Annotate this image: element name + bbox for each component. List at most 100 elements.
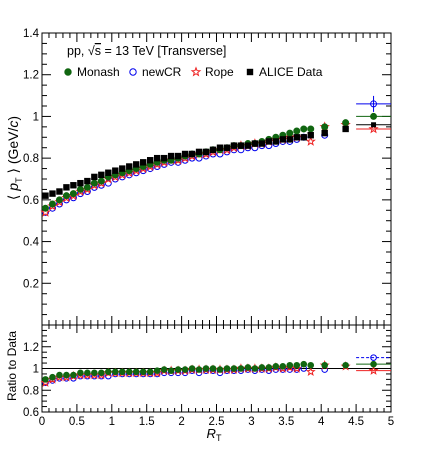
ratio-y-tick-label: 1: [33, 364, 39, 376]
main-x-ticks: [41, 33, 392, 325]
data-point: [140, 159, 147, 166]
ratio-data-point: [305, 366, 316, 376]
ratio-data-point: [84, 369, 91, 377]
data-point: [321, 123, 329, 131]
ratio-data-point: [251, 365, 259, 372]
ratio-data-point: [368, 365, 379, 375]
ratio-data-point: [56, 371, 63, 379]
main-data-points: [40, 95, 391, 217]
data-point: [70, 182, 77, 189]
legend-item: ALICE Data: [246, 65, 323, 79]
data-point: [49, 190, 56, 197]
data-point: [105, 169, 112, 176]
main-y-tick-label: 1: [33, 111, 39, 123]
ratio-data-point: [42, 376, 49, 383]
x-tick-label: 2: [178, 416, 184, 428]
data-point: [258, 140, 266, 147]
ratio-y-tick-label: 1.2: [23, 342, 39, 354]
data-point: [195, 148, 203, 156]
main-y-tick-label: 0.2: [23, 278, 39, 290]
data-point: [272, 138, 280, 145]
data-point: [146, 157, 154, 164]
ratio-data-point: [300, 360, 308, 368]
data-point: [223, 144, 231, 151]
data-point: [112, 167, 119, 174]
main-y-tick-label: 0.4: [23, 237, 40, 249]
ratio-data-point: [77, 369, 84, 377]
x-tick-label: 1: [109, 416, 115, 428]
series-alice-data: [42, 122, 391, 199]
data-point: [251, 140, 259, 147]
ratio-y-tick-label: 0.8: [23, 385, 39, 397]
data-point: [265, 138, 273, 145]
data-point: [69, 190, 77, 198]
series-monash: [41, 112, 391, 212]
data-point: [321, 129, 328, 137]
data-point: [300, 134, 307, 141]
data-point: [202, 148, 210, 156]
series-newcr: [41, 95, 391, 216]
ratio-data-point: [209, 365, 217, 372]
ratio-data-point: [286, 361, 294, 369]
ratio-series-monash: [42, 360, 391, 383]
ratio-data-point: [237, 365, 245, 372]
ratio-data-points: [40, 354, 391, 387]
data-point: [48, 200, 56, 208]
ratio-data-point: [279, 363, 287, 370]
data-point: [55, 196, 63, 204]
legend: Monash newCR Rope ALICE Data: [64, 65, 323, 79]
ratio-data-point: [118, 368, 126, 376]
data-point: [216, 144, 224, 151]
ratio-data-point: [265, 364, 273, 371]
ratio-data-point: [181, 366, 189, 373]
ratio-data-point: [153, 367, 161, 374]
main-y-tick-label: 1.4: [23, 28, 40, 40]
ratio-y-axis-label: Ratio to Data: [5, 331, 19, 401]
ratio-data-point: [146, 368, 154, 376]
data-point: [83, 183, 91, 191]
ratio-data-point: [174, 366, 182, 373]
ratio-data-point: [160, 366, 168, 373]
legend-item: Monash: [64, 65, 120, 79]
legend-marker: [64, 68, 72, 76]
data-point: [307, 125, 315, 133]
data-point: [40, 206, 51, 217]
data-point: [230, 142, 238, 149]
x-tick-label: 3: [248, 416, 254, 428]
data-point: [91, 173, 98, 181]
data-point: [307, 132, 314, 139]
data-point: [370, 112, 378, 120]
ratio-data-point: [321, 361, 328, 369]
data-point: [286, 129, 294, 137]
ratio-data-point: [40, 377, 51, 387]
data-point: [209, 146, 217, 153]
data-point: [160, 154, 168, 162]
ratio-data-point: [195, 366, 203, 373]
data-point: [293, 134, 300, 141]
data-point: [174, 152, 182, 160]
data-point: [368, 123, 379, 134]
data-point: [62, 192, 70, 200]
x-tick-label: 3.5: [278, 416, 294, 428]
x-tick-label: 0.5: [69, 416, 85, 428]
legend-item: newCR: [129, 65, 182, 79]
data-point: [370, 100, 378, 108]
data-point: [76, 185, 84, 193]
legend-label: newCR: [142, 65, 182, 79]
ratio-data-point: [49, 373, 56, 381]
data-point: [133, 161, 140, 168]
ratio-data-point: [188, 365, 196, 372]
data-point: [90, 179, 98, 187]
x-tick-label: 1.5: [139, 416, 155, 428]
x-tick-label: 4: [318, 416, 325, 428]
ratio-data-point: [230, 365, 238, 372]
data-point: [300, 125, 308, 133]
data-point: [56, 188, 63, 195]
data-point: [41, 204, 49, 212]
data-point: [342, 125, 349, 133]
data-point: [305, 136, 316, 146]
main-y-tick-label: 0.8: [23, 153, 39, 165]
data-point: [293, 127, 301, 135]
data-point: [77, 179, 84, 187]
ratio-x-ticks: 0 0.5 1 1.5 2 2.5 3 3.5 4 4.5 5: [39, 325, 394, 428]
